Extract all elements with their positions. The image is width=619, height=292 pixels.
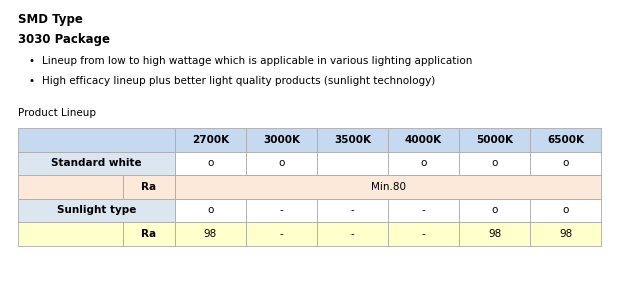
Bar <box>175 152 246 175</box>
Text: -: - <box>350 205 354 215</box>
Text: 6500K: 6500K <box>547 135 584 145</box>
Bar <box>459 152 530 175</box>
Text: -: - <box>280 229 284 239</box>
Bar <box>175 222 246 246</box>
Text: -: - <box>280 205 284 215</box>
Text: o: o <box>491 158 498 168</box>
Text: Product Lineup: Product Lineup <box>18 108 96 118</box>
Bar <box>175 128 246 152</box>
Bar <box>317 222 388 246</box>
Bar <box>530 152 601 175</box>
Bar <box>246 199 317 222</box>
Bar <box>18 128 175 152</box>
Text: o: o <box>279 158 285 168</box>
Text: 2700K: 2700K <box>192 135 229 145</box>
Bar <box>175 175 601 199</box>
Bar <box>18 152 175 175</box>
Text: o: o <box>207 158 214 168</box>
Bar <box>459 199 530 222</box>
Text: -: - <box>422 205 425 215</box>
Text: Min.80: Min.80 <box>371 182 405 192</box>
Bar <box>388 222 459 246</box>
Text: 98: 98 <box>204 229 217 239</box>
Bar <box>123 222 175 246</box>
Text: Standard white: Standard white <box>51 158 142 168</box>
Text: o: o <box>207 205 214 215</box>
Text: 3030 Package: 3030 Package <box>18 33 110 46</box>
Bar <box>459 222 530 246</box>
Bar <box>246 222 317 246</box>
Bar <box>388 199 459 222</box>
Text: 5000K: 5000K <box>476 135 513 145</box>
Text: Sunlight type: Sunlight type <box>57 205 136 215</box>
Bar <box>459 128 530 152</box>
Text: SMD Type: SMD Type <box>18 13 83 26</box>
Text: •: • <box>28 56 34 66</box>
Text: o: o <box>420 158 426 168</box>
Text: o: o <box>562 158 569 168</box>
Bar <box>388 152 459 175</box>
Text: 98: 98 <box>559 229 572 239</box>
Text: •: • <box>28 76 34 86</box>
Bar <box>388 128 459 152</box>
Text: o: o <box>491 205 498 215</box>
Text: o: o <box>562 205 569 215</box>
Bar <box>18 222 123 246</box>
Text: -: - <box>350 229 354 239</box>
Text: Ra: Ra <box>141 229 157 239</box>
Text: 98: 98 <box>488 229 501 239</box>
Bar <box>317 199 388 222</box>
Text: 3000K: 3000K <box>263 135 300 145</box>
Bar <box>18 199 175 222</box>
Bar <box>18 175 123 199</box>
Bar <box>530 199 601 222</box>
Text: Ra: Ra <box>141 182 157 192</box>
Bar <box>175 199 246 222</box>
Bar <box>123 175 175 199</box>
Bar <box>317 152 388 175</box>
Bar <box>530 222 601 246</box>
Text: Lineup from low to high wattage which is applicable in various lighting applicat: Lineup from low to high wattage which is… <box>42 56 472 66</box>
Text: High efficacy lineup plus better light quality products (sunlight technology): High efficacy lineup plus better light q… <box>42 76 435 86</box>
Bar <box>246 128 317 152</box>
Bar <box>530 128 601 152</box>
Text: 3500K: 3500K <box>334 135 371 145</box>
Text: 4000K: 4000K <box>405 135 442 145</box>
Text: -: - <box>422 229 425 239</box>
Bar <box>317 128 388 152</box>
Bar <box>246 152 317 175</box>
